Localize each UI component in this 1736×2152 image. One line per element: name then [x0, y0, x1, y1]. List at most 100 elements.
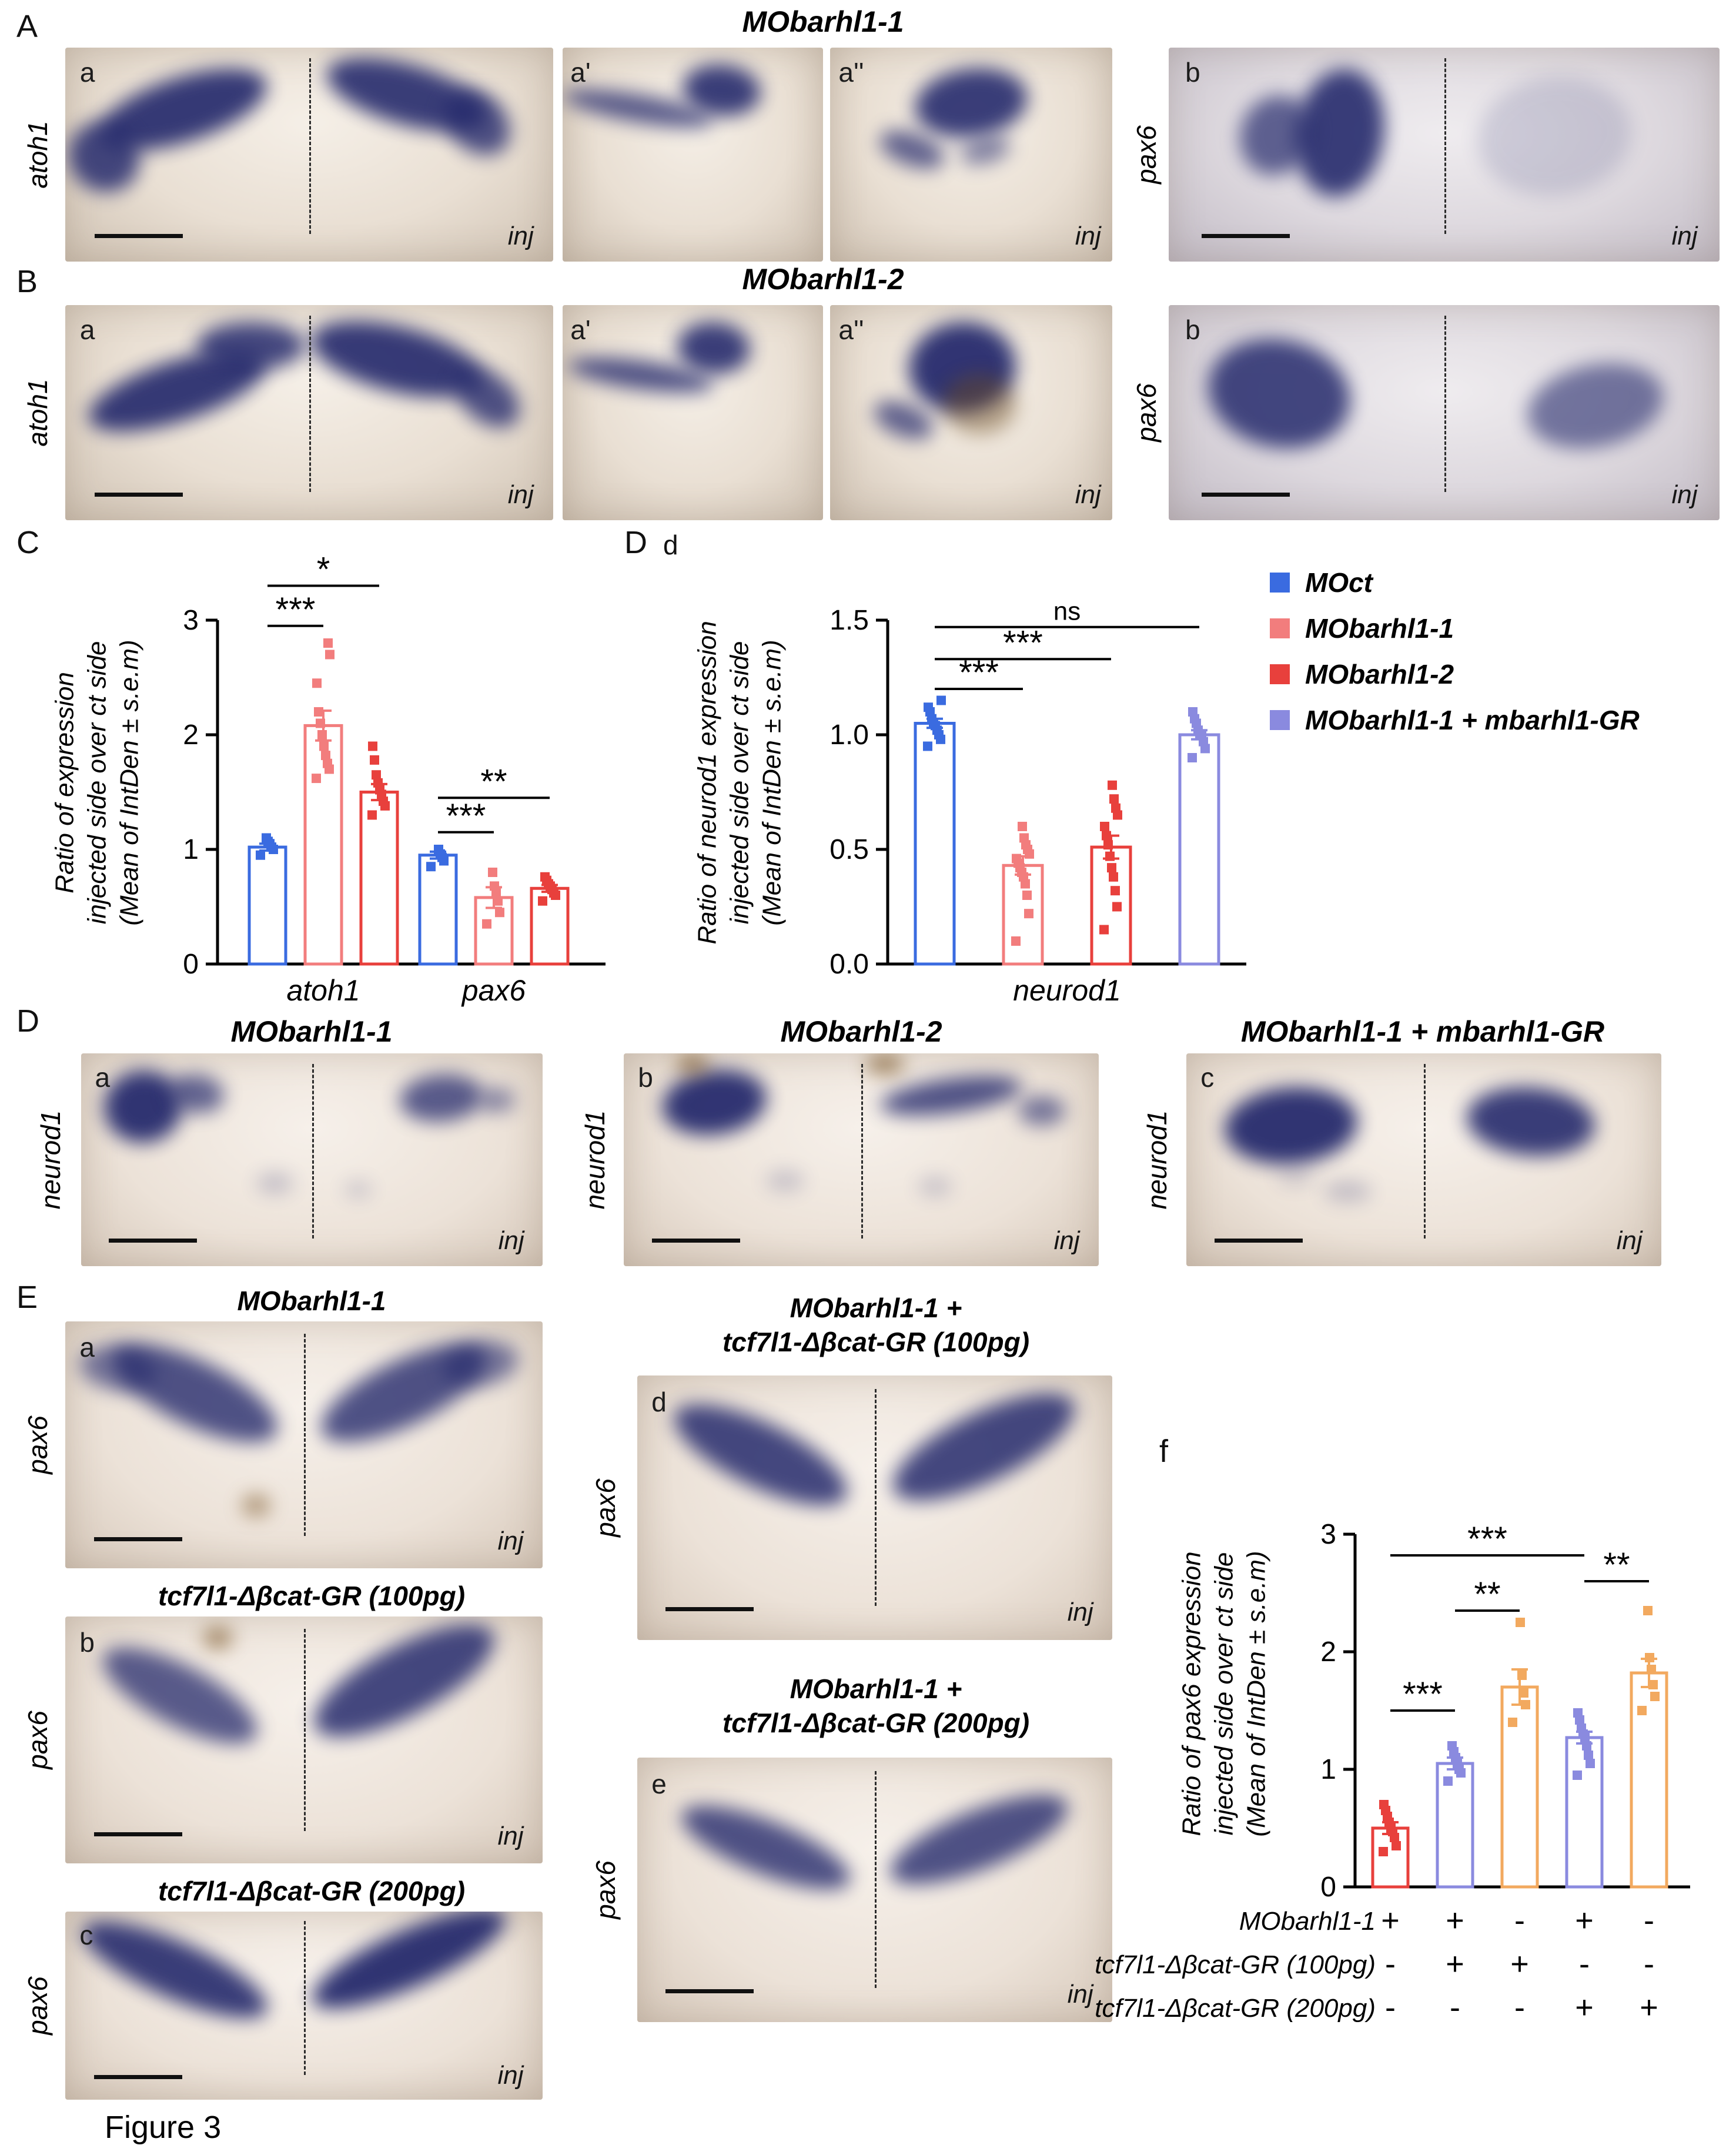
gene-label-pax6-Ed: pax6 [590, 1478, 621, 1537]
stain-blob [397, 1071, 485, 1125]
scatter-point [317, 730, 327, 739]
image-letter: a [79, 1331, 95, 1363]
panel-letter-B: B [16, 264, 38, 299]
stain-blob [203, 1626, 233, 1649]
condition-symbol: - [1644, 1946, 1654, 1982]
scatter-point [1650, 1692, 1660, 1701]
gene-label-neurod1-b: neurod1 [580, 1110, 610, 1210]
scatter-point [1573, 1771, 1582, 1780]
svg-text:***: *** [1467, 1520, 1507, 1558]
condition-symbol: + [1510, 1946, 1529, 1982]
stain-blob [1520, 352, 1672, 461]
svg-text:**: ** [480, 762, 507, 801]
stain-blob [657, 1063, 771, 1142]
image-letter: b [1185, 56, 1200, 88]
scatter-point [372, 770, 381, 780]
scatter-point [1379, 1800, 1389, 1809]
bar [1500, 1685, 1539, 1889]
legend-item: MOct [1270, 560, 1640, 605]
gene-label-pax6-B: pax6 [1131, 383, 1162, 442]
scale-bar [93, 1832, 182, 1836]
scatter-point [1643, 1606, 1653, 1615]
condition-row: MObarhl1-1 + + - + - [999, 1902, 1736, 1940]
panel-E-title-a: MObarhl1-1 [237, 1286, 386, 1316]
bar [1436, 1762, 1474, 1889]
stain-blob [661, 1384, 860, 1525]
scale-bar [665, 1607, 754, 1611]
scale-bar [665, 1989, 754, 1993]
gene-label-atoh1-A: atoh1 [22, 121, 53, 189]
stain-blob [910, 61, 1032, 145]
legend-swatch [1270, 664, 1290, 684]
panel-Dimg-title-1: MObarhl1-1 [230, 1015, 393, 1048]
scatter-point [490, 881, 499, 891]
chart-C-ylabel: Ratio of expression injected side over c… [49, 548, 146, 1018]
stain-blob [866, 1053, 904, 1075]
gene-label-pax6-Ec: pax6 [22, 1976, 53, 2035]
scatter-point [1011, 936, 1021, 946]
svg-text:*: * [317, 551, 330, 589]
micrograph-A-a-doubleprime: a'' inj [830, 48, 1112, 262]
svg-text:ns: ns [1053, 597, 1081, 626]
svg-text:1.0: 1.0 [829, 719, 869, 751]
condition-symbol: + [1381, 1903, 1400, 1938]
condition-symbol: + [1446, 1903, 1464, 1938]
scatter-point [1392, 1841, 1401, 1850]
svg-text:0: 0 [183, 949, 199, 980]
scatter-point [323, 638, 333, 648]
inj-label: inj [1671, 480, 1698, 509]
scatter-point [368, 741, 377, 751]
panel-E-title-c: tcf7l1-Δβcat-GR (200pg) [158, 1876, 466, 1906]
panel-E-title-b: tcf7l1-Δβcat-GR (100pg) [158, 1581, 466, 1611]
scatter-point [1516, 1618, 1525, 1627]
ylabel-line: Ratio of neurod1 expression [693, 621, 722, 945]
legend-swatch [1270, 710, 1290, 730]
inj-label: inj [1067, 1597, 1093, 1626]
scatter-point [426, 862, 436, 872]
stain-blob [766, 1170, 805, 1192]
scatter-point [488, 868, 497, 877]
panel-B-title: MObarhl1-2 [742, 263, 904, 296]
midline-dashed [304, 1921, 306, 2076]
bar [359, 791, 399, 966]
condition-symbol: - [1450, 1990, 1460, 2025]
svg-text:3: 3 [183, 605, 199, 636]
condition-symbol: + [1575, 1903, 1594, 1938]
scatter-point [1019, 833, 1029, 843]
scatter-point [1379, 1847, 1388, 1856]
stain-blob [99, 1065, 188, 1148]
scale-bar [93, 2074, 182, 2079]
scatter-point [1647, 1665, 1656, 1674]
scale-bar [94, 233, 183, 238]
stain-blob [242, 1494, 271, 1517]
inj-label: inj [1075, 480, 1101, 509]
svg-text:1: 1 [183, 834, 199, 865]
scatter-point [1584, 1751, 1593, 1760]
panel-E-title-e: MObarhl1-1 + tcf7l1-Δβcat-GR (200pg) [611, 1672, 1140, 1740]
midline-dashed [309, 316, 311, 493]
image-letter: c [79, 1919, 93, 1950]
bar [1178, 733, 1220, 966]
scatter-point [1012, 854, 1021, 864]
condition-symbol: + [1640, 1990, 1658, 2025]
scatter-point [923, 741, 932, 751]
image-letter: a [79, 56, 95, 88]
inj-label: inj [1053, 1226, 1080, 1255]
condition-symbol: - [1514, 1990, 1525, 2025]
gene-label-pax6-Eb: pax6 [22, 1711, 53, 1769]
micrograph-A-a-prime: a' [563, 48, 823, 262]
legend-item: MObarhl1-2 [1270, 651, 1640, 697]
scale-bar [93, 1537, 182, 1541]
title-line: tcf7l1-Δβcat-GR (100pg) [722, 1327, 1030, 1357]
stain-blob [1018, 1096, 1066, 1126]
legend-label: MOct [1305, 567, 1373, 598]
scale-bar [94, 492, 183, 497]
scatter-point [1648, 1680, 1658, 1689]
title-line: tcf7l1-Δβcat-GR (200pg) [722, 1708, 1030, 1738]
image-letter: b [638, 1062, 653, 1093]
scale-bar [1215, 1239, 1303, 1243]
chart-f-ylabel: Ratio of pax6 expression injected side o… [1176, 1459, 1273, 1929]
svg-text:**: ** [1603, 1546, 1630, 1584]
condition-row: tcf7l1-Δβcat-GR (200pg) - - - + + [999, 1989, 1736, 2027]
inj-label: inj [498, 1226, 524, 1255]
